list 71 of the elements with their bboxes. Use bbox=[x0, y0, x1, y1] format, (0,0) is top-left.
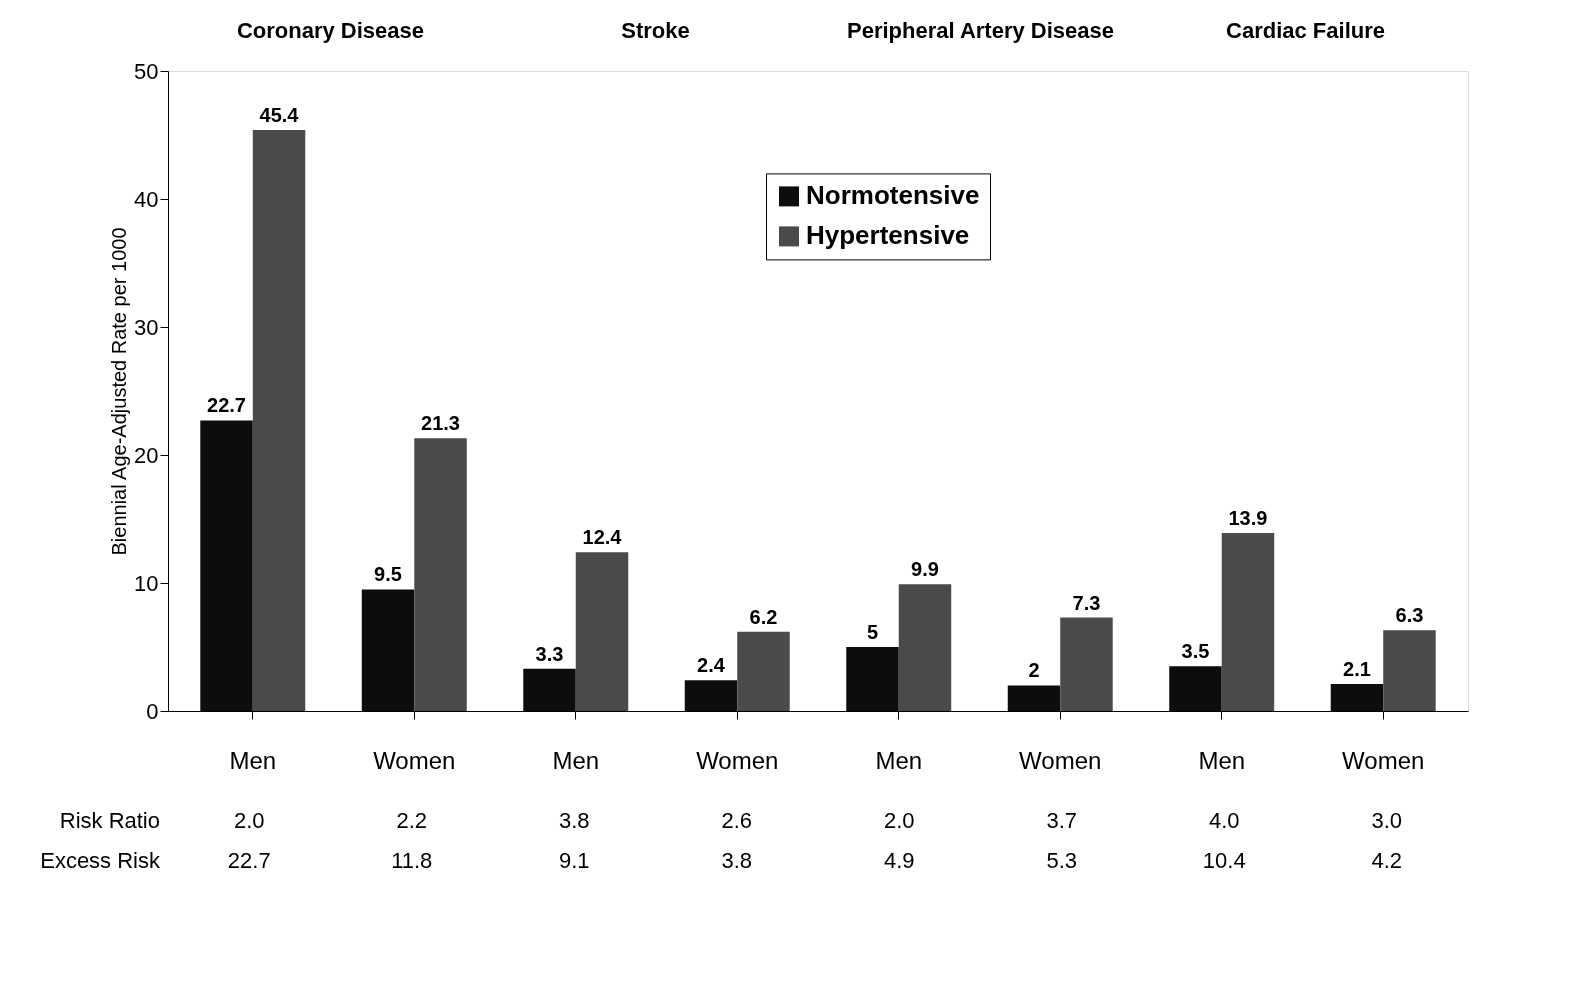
data-label: 2.1 bbox=[1343, 658, 1371, 681]
bar bbox=[523, 668, 576, 711]
x-tick-label: Men bbox=[229, 746, 277, 774]
text: Cardiac Failure bbox=[1226, 18, 1385, 43]
data-label: 5 bbox=[866, 621, 879, 643]
legend-label: Hypertensive bbox=[806, 220, 970, 251]
bar bbox=[361, 589, 415, 711]
text: Stroke bbox=[621, 18, 690, 43]
bar bbox=[684, 680, 738, 711]
data-label: 21.3 bbox=[421, 412, 460, 435]
text: 9.1 bbox=[558, 848, 590, 873]
data-label: 9.5 bbox=[374, 563, 402, 586]
text: 5.3 bbox=[1046, 848, 1078, 873]
bar bbox=[1221, 533, 1275, 711]
data-label: 6.2 bbox=[749, 605, 778, 628]
y-tick-label: 0 bbox=[146, 698, 159, 724]
text: 11.8 bbox=[391, 848, 433, 873]
x-tick-label: Women bbox=[1019, 746, 1102, 774]
data-label: 3.3 bbox=[535, 642, 564, 665]
bar bbox=[414, 438, 467, 711]
x-tick-label: Women bbox=[696, 746, 779, 774]
data-label: 22.7 bbox=[207, 394, 247, 417]
y-tick-label: 40 bbox=[134, 186, 159, 212]
y-axis-title: Biennial Age-Adjusted Rate per 1000 bbox=[108, 227, 131, 556]
y-tick-label: 10 bbox=[134, 570, 159, 596]
data-label: 7.3 bbox=[1072, 591, 1101, 614]
data-label: 45.4 bbox=[259, 103, 300, 126]
text: 22.7 bbox=[227, 848, 271, 873]
data-label: 3.5 bbox=[1181, 640, 1210, 663]
bar bbox=[575, 552, 629, 711]
x-tick-label: Men bbox=[552, 746, 600, 774]
text: 2.2 bbox=[396, 808, 428, 833]
bar bbox=[846, 647, 899, 711]
text: 4.2 bbox=[1371, 848, 1403, 873]
x-tick-label: Men bbox=[875, 746, 923, 774]
data-label: 12.4 bbox=[582, 526, 623, 549]
data-label: 9.9 bbox=[911, 558, 939, 581]
data-label: 2.4 bbox=[697, 654, 726, 677]
text: 3.8 bbox=[558, 808, 590, 833]
text: 2.6 bbox=[721, 808, 753, 833]
text: 4.9 bbox=[883, 848, 915, 873]
y-tick-label: 50 bbox=[134, 58, 159, 84]
text: 3.8 bbox=[721, 848, 753, 873]
bar bbox=[1383, 630, 1436, 711]
bar bbox=[898, 584, 952, 711]
text: Peripheral Artery Disease bbox=[847, 18, 1114, 43]
text: Coronary Disease bbox=[236, 18, 425, 43]
text: 3.7 bbox=[1046, 808, 1078, 833]
text: 2.0 bbox=[233, 808, 265, 833]
text: Risk Ratio bbox=[59, 808, 160, 833]
data-label: 2 bbox=[1028, 659, 1040, 682]
bar bbox=[1060, 617, 1113, 711]
y-tick-label: 20 bbox=[134, 442, 159, 468]
y-tick-label: 30 bbox=[134, 314, 159, 340]
bar bbox=[1169, 666, 1222, 711]
x-tick-label: Men bbox=[1198, 746, 1246, 774]
bar bbox=[1007, 685, 1061, 711]
text: 4.0 bbox=[1208, 808, 1240, 833]
bar bbox=[200, 420, 253, 711]
text: 2.0 bbox=[883, 808, 915, 833]
text: 3.0 bbox=[1371, 808, 1403, 833]
x-tick-label: Women bbox=[373, 746, 456, 774]
text: 10.4 bbox=[1202, 848, 1246, 873]
bar bbox=[252, 129, 306, 711]
x-tick-label: Women bbox=[1342, 746, 1425, 774]
text: Excess Risk bbox=[40, 848, 161, 873]
legend-label: Normotensive bbox=[806, 180, 980, 211]
data-label: 13.9 bbox=[1228, 507, 1268, 530]
bar bbox=[1330, 684, 1384, 711]
bar bbox=[737, 631, 790, 711]
data-label: 6.3 bbox=[1395, 604, 1424, 627]
